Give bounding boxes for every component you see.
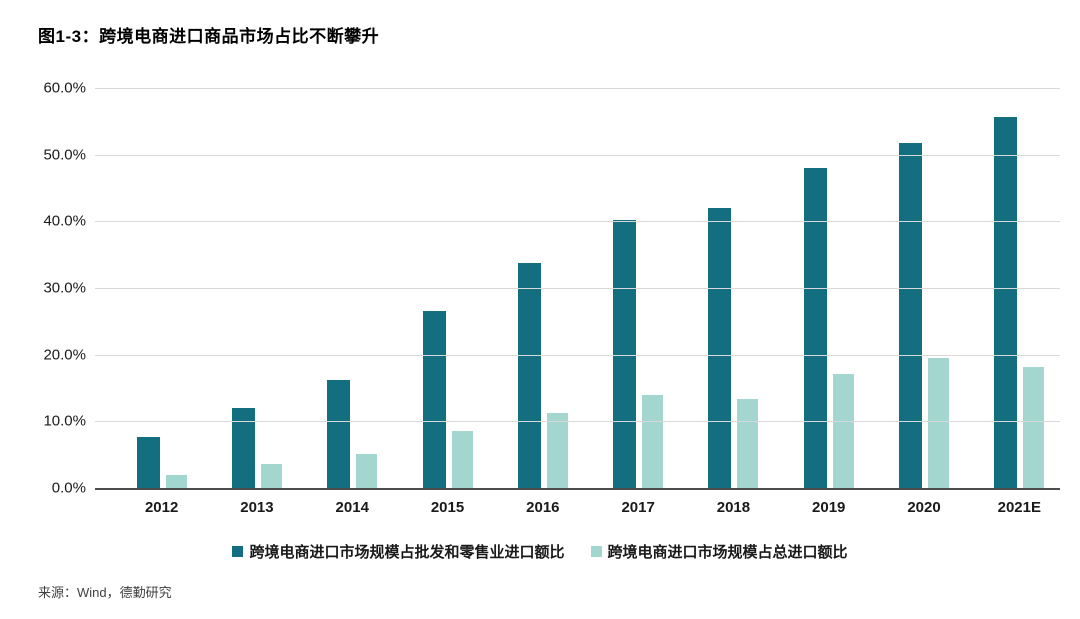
bar-group-2013	[209, 88, 304, 488]
gridline	[95, 154, 1060, 156]
y-tick-label: 0.0%	[51, 479, 86, 497]
y-tick-label: 40.0%	[43, 212, 86, 230]
bar-2015-series1	[451, 431, 473, 488]
bar-2017-series0	[613, 220, 637, 488]
bar-group-2019	[781, 88, 876, 488]
bar-group-2012	[114, 88, 209, 488]
bar-2019-series1	[832, 374, 854, 488]
y-tick-label: 10.0%	[43, 412, 86, 430]
source-note: 来源：Wind，德勤研究	[38, 585, 172, 600]
x-tick-label: 2019	[812, 499, 846, 516]
bar-2016-series1	[546, 412, 568, 488]
x-axis: 2012 2013 2014 2015 2016 2017 2018 2019 2020 2021…	[95, 499, 1079, 516]
y-tick-label: 60.0%	[43, 79, 86, 97]
y-tick-label: 50.0%	[43, 146, 86, 164]
y-axis: 60.0% 50.0% 40.0% 30.0% 20.0% 10.0% 0.0%	[0, 80, 86, 497]
bar-2013-series0	[231, 408, 255, 488]
bar-2012-series1	[165, 474, 187, 488]
bar-2021E-series1	[1023, 366, 1045, 488]
bar-group-2018	[686, 88, 781, 488]
x-tick-label: 2021E	[997, 499, 1041, 516]
bar-2016-series0	[517, 262, 541, 488]
gridline	[95, 421, 1060, 423]
legend-label: 跨境电商进口市场规模占批发和零售业进口额比	[249, 544, 565, 561]
legend-swatch-dark-teal	[232, 546, 244, 557]
gridline	[95, 88, 1060, 89]
bar-2017-series1	[642, 394, 664, 488]
bar-2020-series1	[928, 358, 950, 488]
x-tick-label: 2013	[240, 499, 274, 516]
gridline	[95, 354, 1060, 356]
bar-2020-series0	[899, 143, 923, 488]
x-tick-label: 2020	[907, 499, 941, 516]
bars-row	[95, 88, 1060, 488]
gridline	[95, 221, 1060, 223]
x-tick-label: 2015	[430, 499, 465, 516]
legend-label: 跨境电商进口市场规模占总进口额比	[607, 544, 848, 561]
x-tick-label: 2014	[335, 499, 369, 516]
legend-item-total-import: 跨境电商进口市场规模占总进口额比	[590, 541, 848, 562]
bar-2021E-series0	[994, 116, 1018, 488]
plot-area	[95, 88, 1060, 490]
bar-2018-series0	[708, 208, 732, 488]
chart-title: 图1-3：跨境电商进口商品市场占比不断攀升	[38, 27, 380, 46]
bar-2012-series0	[136, 437, 160, 488]
bar-group-2020	[876, 88, 971, 488]
legend-item-wholesale-retail: 跨境电商进口市场规模占批发和零售业进口额比	[232, 541, 565, 562]
bar-2018-series1	[737, 398, 759, 488]
bar-group-2016	[495, 88, 590, 488]
bar-2019-series0	[803, 168, 827, 488]
x-tick-label: 2016	[526, 499, 560, 516]
x-tick-label: 2018	[716, 499, 751, 516]
x-tick-label: 2012	[144, 499, 179, 516]
bar-group-2017	[590, 88, 685, 488]
bar-2014-series1	[356, 454, 378, 488]
x-tick-label: 2017	[621, 499, 655, 516]
legend-swatch-light-teal	[590, 546, 602, 557]
bar-group-2021E	[972, 88, 1067, 488]
bar-group-2014	[305, 88, 400, 488]
gridline	[95, 288, 1060, 289]
y-tick-label: 30.0%	[43, 279, 86, 297]
bar-2015-series0	[422, 311, 446, 488]
bar-2013-series1	[260, 464, 282, 488]
bar-2014-series0	[327, 380, 351, 488]
legend: 跨境电商进口市场规模占批发和零售业进口额比 跨境电商进口市场规模占总进口额比	[0, 541, 1080, 562]
y-tick-label: 20.0%	[43, 346, 86, 364]
